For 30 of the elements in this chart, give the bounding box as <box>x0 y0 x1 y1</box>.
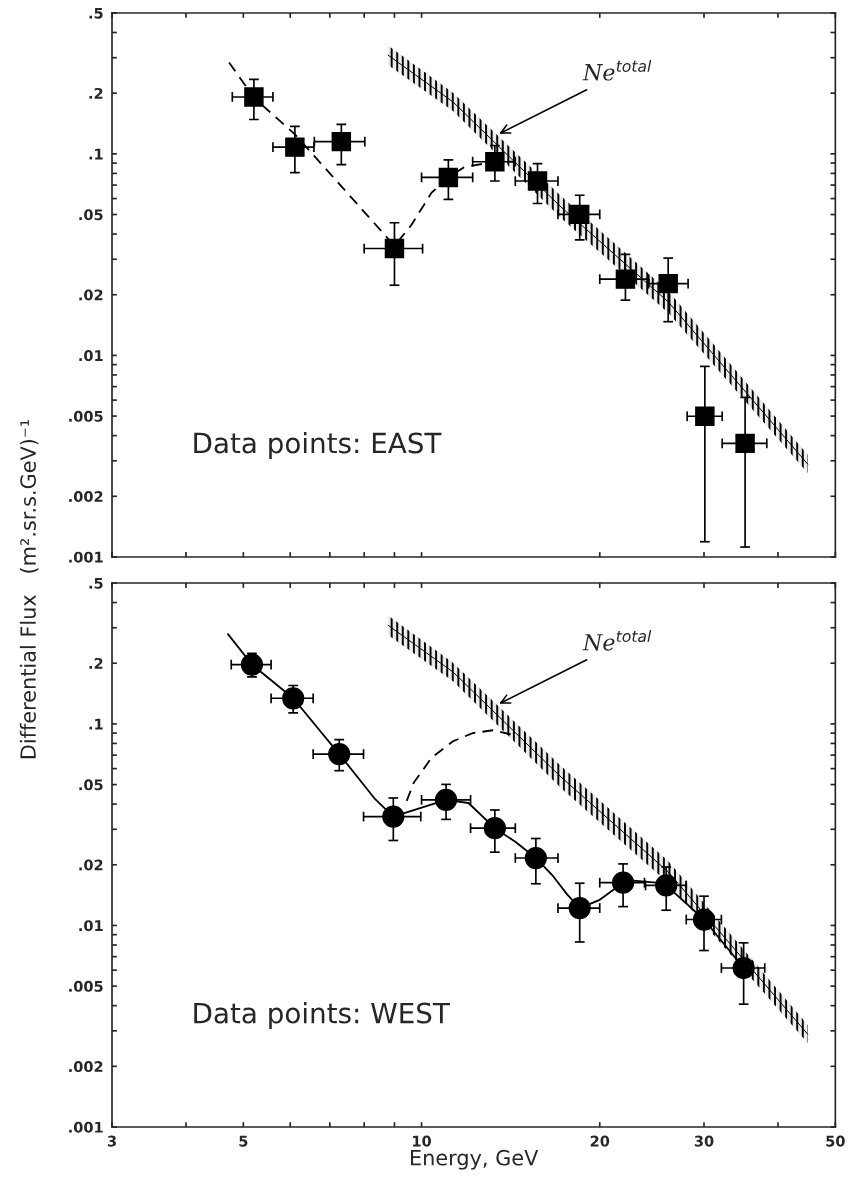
y-tick-label: .01 <box>79 920 103 932</box>
y-tick-label: .001 <box>69 551 103 563</box>
y-axis-title: Differential Flux (m².sr.s.GeV)⁻¹ <box>19 419 39 759</box>
y-tick-label: .01 <box>79 350 103 362</box>
annotation: Data points: EAST <box>194 432 442 459</box>
annotation: Ne$^{total}$ <box>582 59 652 81</box>
y-tick-label: .002 <box>69 1061 103 1073</box>
y-tick-label: .002 <box>69 491 103 503</box>
x-tick-label: 50 <box>826 1135 845 1147</box>
x-tick-label: 3 <box>107 1135 116 1147</box>
x-tick-label: 5 <box>239 1135 248 1147</box>
y-tick-label: .5 <box>89 7 103 19</box>
y-tick-label: .05 <box>79 779 103 791</box>
y-tick-label: .2 <box>89 657 103 669</box>
y-tick-label: .1 <box>89 718 103 730</box>
x-tick-label: 20 <box>590 1135 610 1147</box>
y-tick-label: .2 <box>89 87 103 99</box>
y-tick-label: .02 <box>79 859 103 871</box>
y-tick-label: .02 <box>79 289 103 301</box>
y-tick-label: .05 <box>79 209 103 221</box>
x-tick-label: 30 <box>694 1135 714 1147</box>
annotation: Data points: WEST <box>194 1002 450 1029</box>
x-axis-title: Energy, GeV <box>411 1149 539 1170</box>
y-tick-label: .005 <box>69 980 103 992</box>
annotation: Ne$^{total}$ <box>582 630 652 651</box>
y-tick-label: .001 <box>69 1121 103 1133</box>
x-tick-label: 10 <box>413 1135 431 1147</box>
y-tick-label: .005 <box>69 410 103 422</box>
y-tick-label: .1 <box>89 148 103 160</box>
y-tick-label: .5 <box>89 577 103 589</box>
